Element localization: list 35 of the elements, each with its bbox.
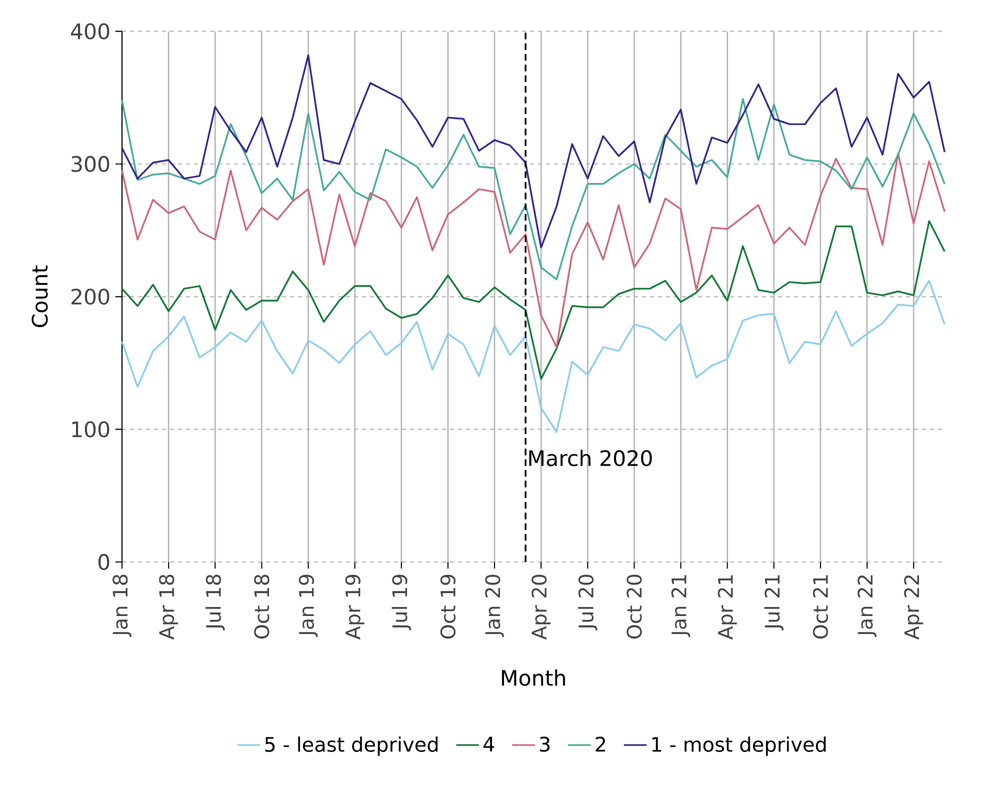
y-tick-label: 100 <box>72 421 110 438</box>
y-tick-label: 400 <box>70 23 110 40</box>
x-tick-label: Jan 19 <box>298 574 318 638</box>
line-series <box>121 220 946 380</box>
y-tick-label: 300 <box>72 156 110 172</box>
x-tick-label: Jan 20 <box>485 574 504 638</box>
x-tick-label: Oct 19 <box>440 574 456 639</box>
x-axis-title: Month <box>502 669 565 686</box>
x-tick-label: Apr 22 <box>904 575 924 640</box>
x-tick-label: Jul 18 <box>206 574 225 630</box>
x-tick-label: Jan 21 <box>671 575 690 638</box>
x-tick-label: Jan 22 <box>858 575 876 638</box>
x-tick-label: Jul 19 <box>392 574 411 630</box>
legend-label: 3 <box>540 736 550 752</box>
y-tick-label: 0 <box>98 554 110 570</box>
x-tick-label: Apr 18 <box>159 574 178 640</box>
line-series <box>121 152 946 348</box>
y-axis-title: Count <box>32 265 48 328</box>
y-tick-label: 200 <box>71 288 110 305</box>
ref-line-label: March 2020 <box>529 450 652 466</box>
x-tick-label: Oct 21 <box>812 575 828 639</box>
legend-label: 1 - most deprived <box>652 736 826 756</box>
line-series <box>121 54 946 248</box>
x-tick-label: Oct 20 <box>626 574 642 639</box>
x-tick-label: Jul 21 <box>764 575 784 630</box>
x-tick-label: Jul 20 <box>578 574 598 630</box>
x-tick-label: Apr 20 <box>532 574 551 640</box>
x-tick-label: Jan 18 <box>112 574 132 638</box>
legend-label: 2 <box>596 736 606 752</box>
legend-label: 5 - least deprived <box>265 736 438 756</box>
legend-label: 4 <box>484 736 494 752</box>
line-series <box>121 280 946 433</box>
x-tick-label: Oct 18 <box>254 574 270 639</box>
x-tick-label: Apr 21 <box>718 575 737 640</box>
x-tick-label: Apr 19 <box>345 574 364 640</box>
